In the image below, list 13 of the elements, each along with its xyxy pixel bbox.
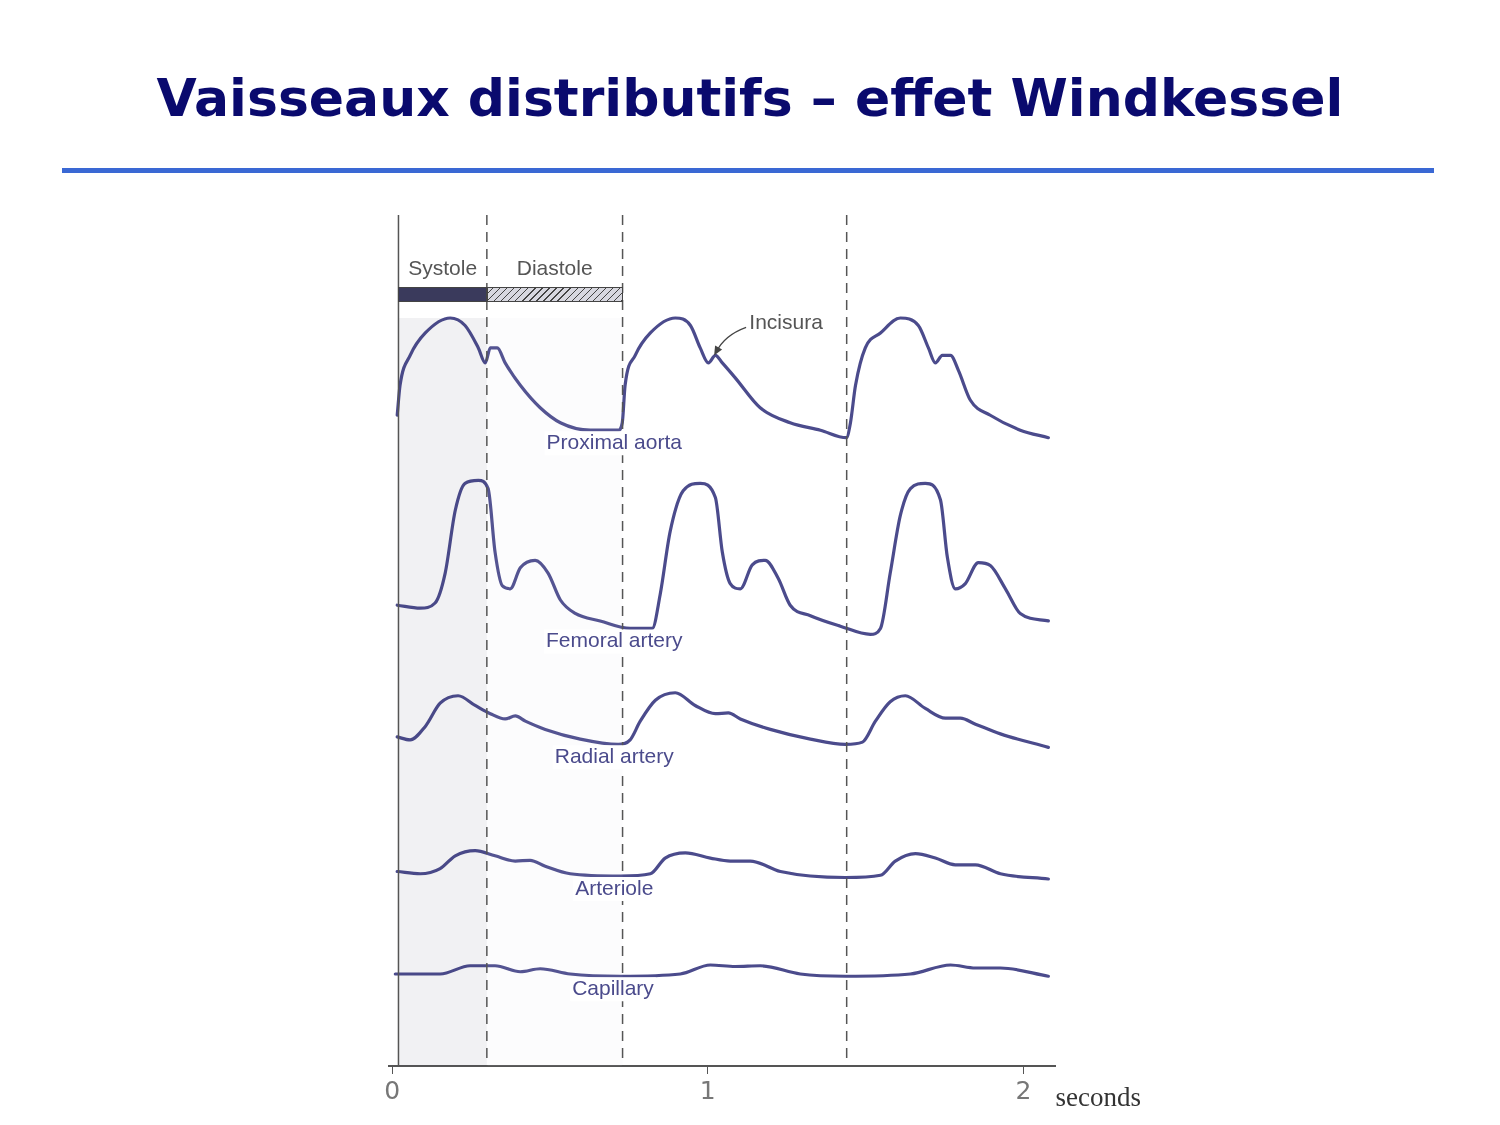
band-label: Diastole (516, 255, 593, 279)
series-label: Proximal aorta (546, 430, 683, 453)
x-tick-label: 2 (1015, 1075, 1032, 1105)
annotation: Incisura (749, 310, 824, 334)
band-label: Systole (408, 255, 478, 279)
x-tick-label: 0 (384, 1075, 401, 1105)
series-label: Femoral artery (546, 628, 684, 652)
series-label: Radial artery (554, 744, 675, 768)
x-axis-title: seconds (1055, 1082, 1141, 1113)
series-label: Arteriole (575, 875, 654, 899)
chart-title: Vaisseaux distributifs – effet Windkessel (156, 68, 1344, 128)
x-tick-label: 1 (699, 1075, 716, 1105)
series-label: Capillary (572, 976, 655, 1000)
